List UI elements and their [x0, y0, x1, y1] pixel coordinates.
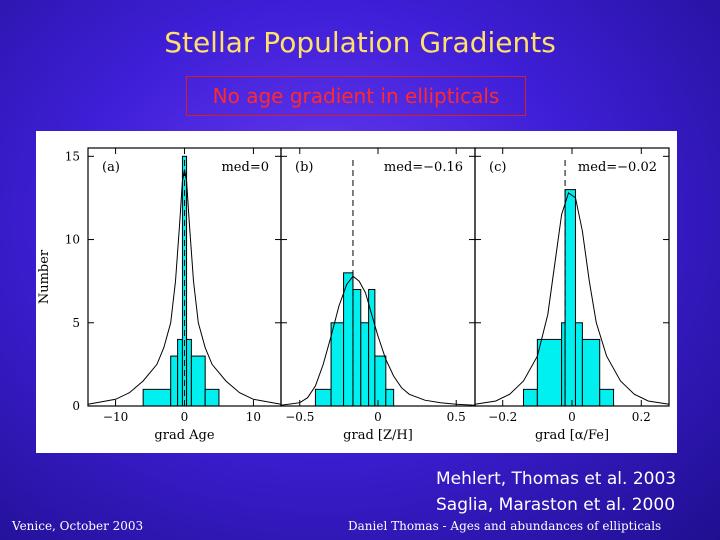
x-axis-label: grad Age [154, 428, 214, 443]
histogram-figure: −10 0 10 0 5 10 15 (a) med=0 grad Age Number −0.5 0 0… [36, 131, 677, 453]
histogram-bar [374, 355, 387, 407]
histogram-bar [352, 288, 362, 407]
reference-1: Mehlert, Thomas et al. 2003 [436, 469, 677, 489]
panel-label: (b) [295, 160, 313, 175]
histogram-bar [190, 355, 206, 407]
histogram-bar [360, 322, 370, 407]
distribution-curve [280, 275, 476, 406]
histogram-bar [581, 338, 601, 407]
x-tick-label: 0 [374, 410, 382, 424]
distribution-curve [474, 192, 670, 405]
footer-author: Daniel Thomas - Ages and abundances of e… [348, 519, 662, 533]
y-axis-label: Number [37, 249, 52, 304]
histogram-bar [561, 322, 566, 407]
panel-label: (a) [102, 160, 120, 175]
median-annotation: med=−0.02 [578, 160, 657, 175]
y-tick-label: 15 [65, 149, 80, 163]
x-tick-label: 0.2 [632, 410, 651, 424]
histogram-bar [177, 338, 183, 407]
slide-subtitle: No age gradient in ellipticals [186, 76, 526, 116]
histogram-bar [574, 322, 583, 407]
x-tick-label: 0 [181, 410, 189, 424]
x-tick-label: 10 [246, 410, 261, 424]
y-tick-label: 10 [65, 233, 80, 247]
histogram-bar [170, 355, 179, 407]
histogram-bar [564, 189, 576, 407]
histogram-bar [204, 388, 220, 407]
reference-2: Saglia, Maraston et al. 2000 [436, 495, 676, 515]
footer-venue: Venice, October 2003 [12, 519, 144, 533]
y-tick-label: 5 [72, 316, 80, 330]
histogram-svg: −10 0 10 0 5 10 15 (a) med=0 grad Age Number −0.5 0 0… [37, 147, 670, 443]
histogram-bar [599, 388, 615, 407]
histogram-bar [523, 388, 538, 407]
histogram-bar [186, 338, 192, 407]
median-annotation: med=−0.16 [384, 160, 463, 175]
panel-label: (c) [489, 160, 506, 175]
histogram-bar [343, 272, 354, 407]
x-tick-label: 0.5 [447, 410, 466, 424]
histogram-bar [536, 338, 563, 407]
histogram-bar [385, 388, 395, 407]
x-tick-label: 0 [568, 410, 576, 424]
x-tick-label: −0.2 [488, 410, 517, 424]
slide-title: Stellar Population Gradients [164, 26, 556, 59]
x-axis-label: grad [α/Fe] [535, 428, 609, 443]
x-axis-label: grad [Z/H] [343, 428, 413, 443]
y-tick-label: 0 [72, 399, 80, 413]
histogram-bar [330, 322, 345, 407]
x-tick-label: −0.5 [285, 410, 314, 424]
x-tick-label: −10 [103, 410, 128, 424]
distribution-curve [87, 169, 282, 405]
histogram-bar [142, 388, 172, 407]
histogram-bar [314, 388, 332, 407]
references: Mehlert, Thomas et al. 2003 Saglia, Mara… [436, 466, 676, 518]
median-annotation: med=0 [221, 160, 269, 175]
